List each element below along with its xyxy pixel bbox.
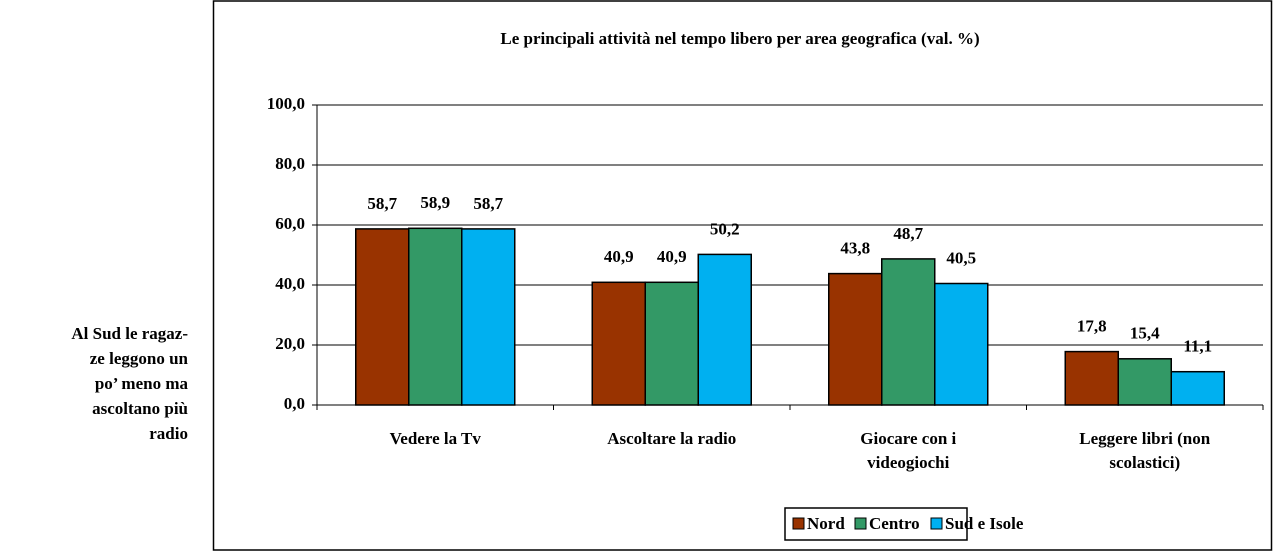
x-tick-label: Ascoltare la radio xyxy=(607,429,736,448)
bar xyxy=(408,227,463,406)
legend-label: Sud e Isole xyxy=(945,514,1024,533)
data-label: 11,1 xyxy=(1183,337,1212,356)
bar xyxy=(697,253,752,406)
legend-swatch xyxy=(792,517,805,530)
side-note: radio xyxy=(149,424,188,443)
bar xyxy=(1170,370,1225,406)
data-label: 17,8 xyxy=(1077,317,1107,336)
x-tick-label-line: Vedere la Tv xyxy=(390,429,482,448)
legend-label: Centro xyxy=(869,514,920,533)
chart-title: Le principali attività nel tempo libero … xyxy=(500,29,979,48)
x-tick-label-line: videogiochi xyxy=(867,453,949,472)
bar xyxy=(1117,358,1172,406)
side-note: ze leggono un xyxy=(90,349,189,368)
side-note: ascoltano più xyxy=(92,399,188,418)
data-label: 40,5 xyxy=(946,248,976,267)
data-label: 50,2 xyxy=(710,219,740,238)
bar xyxy=(355,228,410,406)
data-label: 58,7 xyxy=(473,194,503,213)
data-label: 58,7 xyxy=(367,194,397,213)
x-tick-label: Leggere libri (non scolastici) xyxy=(1079,429,1210,472)
data-label: 40,9 xyxy=(657,247,687,266)
bar xyxy=(1064,350,1119,406)
y-tick-label: 60,0 xyxy=(275,214,305,233)
x-tick-label-line: Giocare con i xyxy=(860,429,956,448)
data-label: 40,9 xyxy=(604,247,634,266)
y-tick-label: 100,0 xyxy=(267,94,305,113)
side-note: po’ meno ma xyxy=(95,374,189,393)
data-label: 58,9 xyxy=(420,193,450,212)
bar xyxy=(881,258,936,406)
x-tick-label-line: Leggere libri (non xyxy=(1079,429,1210,448)
bar xyxy=(461,228,516,406)
bar xyxy=(591,281,646,406)
legend-label: Nord xyxy=(807,514,845,533)
bar xyxy=(828,272,883,406)
x-tick-label-line: Ascoltare la radio xyxy=(607,429,736,448)
data-label: 43,8 xyxy=(840,239,870,258)
legend-swatch xyxy=(854,517,867,530)
bar xyxy=(644,281,699,406)
y-tick-label: 0,0 xyxy=(284,394,305,413)
y-tick-label: 40,0 xyxy=(275,274,305,293)
legend-swatch xyxy=(930,517,943,530)
y-tick-label: 20,0 xyxy=(275,334,305,353)
data-label: 48,7 xyxy=(893,224,923,243)
data-label: 15,4 xyxy=(1130,324,1160,343)
x-tick-label: Vedere la Tv xyxy=(390,429,482,448)
y-tick-label: 80,0 xyxy=(275,154,305,173)
side-note: Al Sud le ragaz- xyxy=(71,324,188,343)
x-tick-label-line: scolastici) xyxy=(1109,453,1180,472)
bar xyxy=(934,282,989,406)
chart-border xyxy=(212,0,1273,551)
x-tick-label: Giocare con i videogiochi xyxy=(860,429,956,472)
